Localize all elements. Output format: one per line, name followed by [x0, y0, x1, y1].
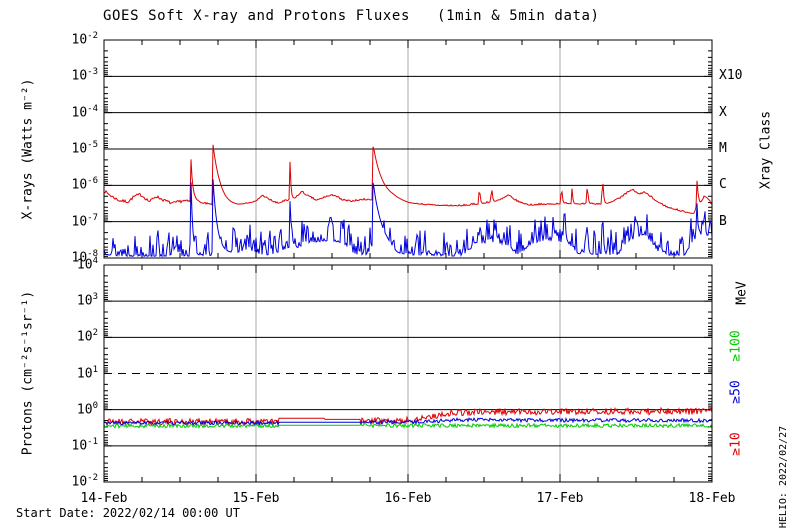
y-tick-label-panel1: 10-4: [71, 103, 99, 120]
protons-ge100mev-5min-curve: [103, 422, 713, 430]
protons-ge50mev-5min-curve: [103, 416, 713, 427]
proton-axis-title: Protons (cm⁻²s⁻¹sr⁻¹): [20, 290, 36, 456]
x-tick-label-15-feb: 15-Feb: [232, 491, 280, 506]
y-tick-label-panel2: 10-1: [71, 436, 99, 454]
y-tick-label-panel2: 101: [76, 364, 98, 381]
y-tick-label-panel1: 10-3: [71, 67, 99, 84]
xray-class-label-c: C: [719, 177, 727, 193]
mev-axis-title: MeV: [734, 281, 750, 305]
y-tick-label-panel2: 100: [76, 400, 98, 417]
xray-long-1min-curve: [103, 144, 713, 215]
xray-class-label-x: X: [719, 104, 727, 120]
x-tick-label-14-feb: 14-Feb: [80, 491, 128, 506]
y-tick-label-panel1: 10-7: [71, 212, 99, 229]
right-label-10: ≥10: [728, 432, 744, 456]
x-tick-label-17-feb: 17-Feb: [536, 491, 584, 506]
start-date-label: Start Date: 2022/02/14 00:00 UT: [16, 506, 240, 520]
y-tick-label-panel2: 104: [76, 256, 98, 273]
xray-class-label-x10: X10: [719, 68, 743, 84]
x-tick-label-16-feb: 16-Feb: [384, 491, 432, 506]
y-tick-label-panel1: 10-2: [71, 31, 99, 48]
x-tick-label-18-feb: 18-Feb: [688, 491, 736, 506]
y-tick-label-panel2: 10-2: [71, 473, 99, 490]
y-tick-label-panel1: 10-8: [71, 249, 99, 266]
xray-class-label-b: B: [719, 213, 727, 229]
xray-short-1min-curve: [103, 179, 713, 258]
chart-title: GOES Soft X-ray and Protons Fluxes (1min…: [103, 8, 600, 24]
y-tick-label-panel1: 10-5: [71, 140, 99, 157]
y-tick-label-panel1: 10-6: [71, 176, 99, 193]
xray-axis-title: X-rays (Watts m⁻²): [20, 78, 36, 220]
generated-date-watermark: HELIO: 2022/02/27: [778, 425, 789, 529]
xray-class-axis-title: Xray Class: [758, 110, 774, 190]
y-tick-label-panel2: 102: [76, 328, 98, 345]
right-label-50: ≥50: [728, 380, 744, 404]
y-tick-label-panel2: 103: [76, 292, 98, 309]
right-label-100: ≥100: [728, 330, 744, 362]
xray-class-label-m: M: [719, 141, 727, 156]
